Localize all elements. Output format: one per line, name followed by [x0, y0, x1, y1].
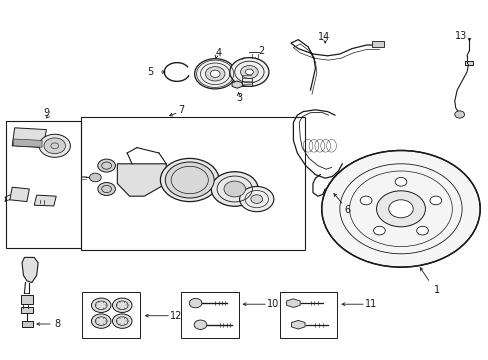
- Circle shape: [388, 200, 412, 218]
- Bar: [464, 61, 472, 65]
- Text: 3: 3: [236, 93, 242, 103]
- Circle shape: [376, 191, 425, 227]
- Bar: [279, 292, 337, 338]
- Circle shape: [239, 186, 273, 212]
- Polygon shape: [13, 139, 42, 147]
- Circle shape: [245, 69, 253, 75]
- Circle shape: [373, 226, 385, 235]
- Bar: [81, 117, 304, 250]
- Circle shape: [39, 134, 70, 157]
- Circle shape: [321, 150, 479, 267]
- Circle shape: [98, 159, 115, 172]
- Circle shape: [210, 70, 220, 77]
- Circle shape: [360, 196, 371, 205]
- Bar: [21, 295, 33, 304]
- Polygon shape: [232, 81, 242, 88]
- Circle shape: [394, 177, 406, 186]
- Circle shape: [194, 320, 206, 329]
- Text: 8: 8: [54, 319, 60, 329]
- Bar: [82, 292, 140, 338]
- Text: 4: 4: [216, 48, 222, 58]
- Text: 1: 1: [433, 285, 439, 295]
- Text: 11: 11: [364, 299, 376, 309]
- Text: 12: 12: [169, 311, 182, 321]
- Text: 9: 9: [43, 108, 49, 118]
- Text: 13: 13: [453, 31, 466, 41]
- Bar: [181, 292, 238, 338]
- Circle shape: [240, 66, 258, 78]
- Bar: [21, 307, 33, 313]
- Polygon shape: [291, 320, 305, 329]
- Bar: [22, 321, 33, 327]
- Text: 6: 6: [344, 204, 349, 215]
- Text: 2: 2: [258, 46, 264, 57]
- Circle shape: [91, 298, 111, 312]
- Bar: [242, 73, 251, 86]
- Circle shape: [91, 314, 111, 328]
- Circle shape: [416, 226, 427, 235]
- Polygon shape: [286, 299, 300, 307]
- Circle shape: [194, 59, 235, 89]
- Circle shape: [224, 181, 245, 197]
- Circle shape: [165, 162, 214, 198]
- Polygon shape: [34, 195, 56, 206]
- Polygon shape: [22, 257, 38, 283]
- Text: 7: 7: [178, 105, 183, 115]
- Circle shape: [454, 111, 464, 118]
- Text: 10: 10: [266, 299, 279, 309]
- Circle shape: [89, 173, 101, 182]
- Circle shape: [250, 195, 262, 203]
- Polygon shape: [10, 187, 29, 202]
- Circle shape: [112, 314, 132, 328]
- Polygon shape: [117, 164, 166, 196]
- Circle shape: [44, 138, 65, 154]
- Circle shape: [429, 196, 441, 205]
- Polygon shape: [12, 128, 46, 148]
- Circle shape: [229, 58, 268, 86]
- Circle shape: [160, 158, 219, 202]
- Circle shape: [205, 67, 224, 81]
- Circle shape: [112, 298, 132, 312]
- Circle shape: [211, 172, 258, 206]
- Text: 14: 14: [317, 32, 329, 42]
- Bar: [371, 41, 383, 47]
- Circle shape: [189, 298, 202, 308]
- Text: 5: 5: [147, 67, 153, 77]
- Circle shape: [98, 183, 115, 195]
- Bar: [6, 121, 81, 248]
